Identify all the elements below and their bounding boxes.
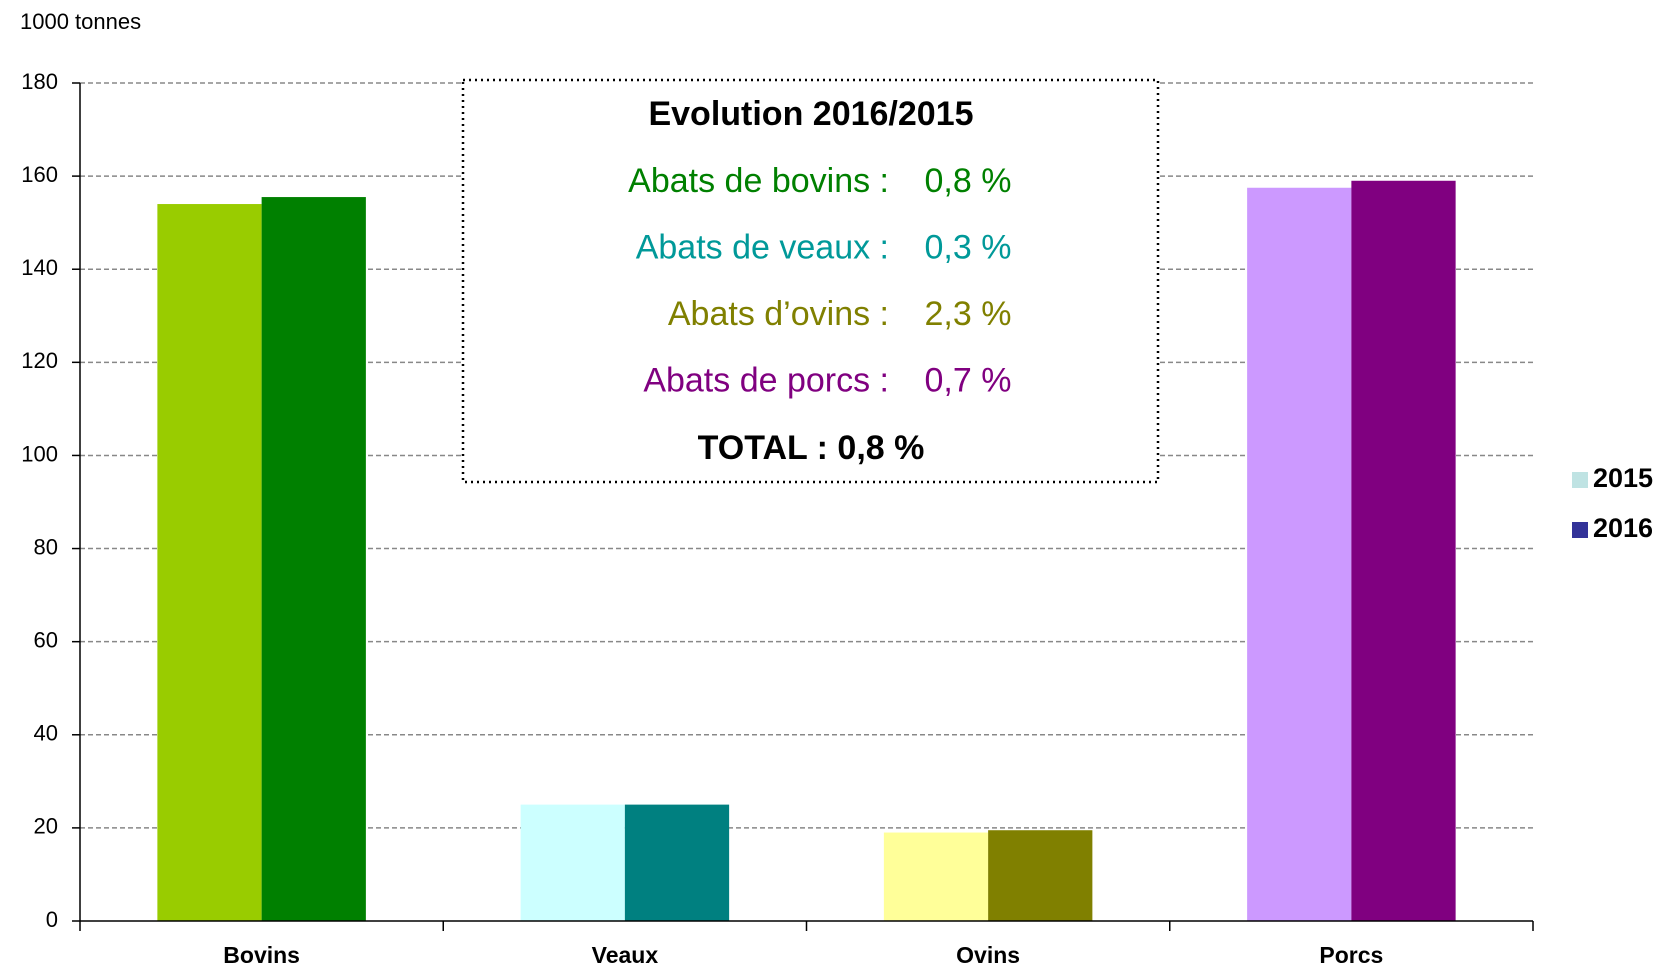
legend-label: 2015 xyxy=(1593,463,1653,493)
x-tick-label: Bovins xyxy=(223,942,300,968)
y-tick-label: 40 xyxy=(34,721,58,746)
annotation-value: 2,3 % xyxy=(925,295,1012,333)
x-tick-label: Ovins xyxy=(956,942,1020,968)
annotation-label: Abats de bovins : xyxy=(628,162,889,200)
y-tick-label: 0 xyxy=(46,907,58,932)
annotation-title: Evolution 2016/2015 xyxy=(648,95,973,133)
legend-swatch xyxy=(1572,522,1588,538)
bar xyxy=(1351,180,1456,921)
y-tick-label: 100 xyxy=(21,441,58,466)
bar xyxy=(1247,187,1352,921)
y-tick-label: 180 xyxy=(21,69,58,94)
annotation-label: Abats d’ovins : xyxy=(668,295,889,333)
y-tick-label: 160 xyxy=(21,162,58,187)
bar xyxy=(883,832,989,921)
y-tick-label: 140 xyxy=(21,255,58,280)
legend-swatch xyxy=(1572,472,1588,488)
y-tick-label: 60 xyxy=(34,627,58,652)
annotation-label: Abats de porcs : xyxy=(643,361,889,399)
annotation-value: 0,7 % xyxy=(925,361,1012,399)
legend-label: 2016 xyxy=(1593,513,1653,543)
y-tick-label: 120 xyxy=(21,348,58,373)
x-tick-label: Porcs xyxy=(1319,942,1383,968)
annotation-box xyxy=(461,78,1160,484)
annotation-label: Abats de veaux : xyxy=(636,228,889,266)
y-axis-label: 1000 tonnes xyxy=(20,9,141,34)
bar xyxy=(520,804,625,921)
x-tick-label: Veaux xyxy=(592,942,659,968)
bar xyxy=(157,204,262,922)
bar xyxy=(261,197,366,922)
annotation-value: 0,8 % xyxy=(925,162,1012,200)
bar xyxy=(988,830,1093,921)
annotation-total: TOTAL : 0,8 % xyxy=(698,429,925,467)
bar xyxy=(624,804,730,921)
y-tick-label: 20 xyxy=(34,814,58,839)
annotation-value: 0,3 % xyxy=(925,228,1012,266)
y-tick-label: 80 xyxy=(34,534,58,559)
